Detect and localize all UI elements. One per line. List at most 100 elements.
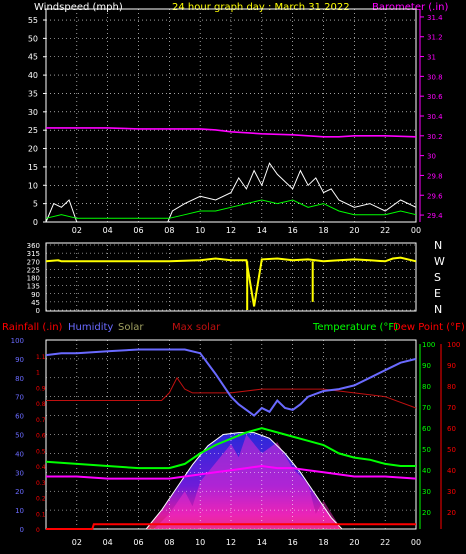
temperature-tick-label: 50 — [422, 446, 431, 454]
solar-measured-area — [153, 434, 339, 529]
rain-tick-label: 0.4 — [36, 464, 46, 471]
wind-tick-label: 50 — [28, 34, 38, 43]
barometer-tick-label: 30.4 — [427, 113, 443, 121]
temperature-tick-label: 30 — [422, 488, 431, 496]
wind-tick-label: 35 — [28, 89, 38, 98]
direction-line — [45, 256, 417, 307]
x-tick-label: 18 — [318, 226, 328, 235]
barometer-line — [46, 127, 417, 138]
wind-x-ticks: 02 04 06 08 10 12 14 16 18 20 22 00 — [72, 226, 421, 235]
legend-dew-point: Dew Point (°F) — [393, 322, 465, 333]
humidity-tick-label: 80 — [15, 375, 24, 383]
x-tick-label: 20 — [349, 538, 359, 547]
x-tick-label: 16 — [288, 538, 298, 547]
wind-tick-label: 25 — [28, 126, 38, 135]
solar-radiation-area — [146, 432, 342, 529]
x-tick-label: 02 — [72, 226, 82, 235]
x-tick-label: 12 — [226, 538, 236, 547]
x-tick-label: 12 — [226, 226, 236, 235]
barometer-axis-ticks: 29.4 29.6 29.8 30 30.2 30.4 30.6 30.8 31 31.2 31.4 — [419, 9, 443, 222]
compass-label: E — [434, 287, 441, 300]
legend-solar: Solar — [118, 322, 144, 333]
barometer-tick-label: 31 — [427, 54, 436, 62]
x-tick-label: 02 — [72, 538, 82, 547]
barometer-label: Barometer (.in) — [372, 2, 448, 13]
dew-tick-label: 20 — [447, 509, 456, 517]
x-tick-label: 04 — [103, 226, 113, 235]
x-tick-label: 20 — [349, 226, 359, 235]
wind-tick-label: 15 — [28, 163, 38, 172]
x-tick-label: 06 — [133, 226, 143, 235]
wind-axis-ticks: 0 5 10 15 20 25 30 35 40 45 50 55 — [28, 16, 46, 227]
compass-label: N — [434, 303, 442, 316]
rain-tick-label: 0.2 — [36, 496, 46, 503]
barometer-tick-label: 30.6 — [427, 93, 443, 101]
dew-tick-label: 40 — [447, 467, 456, 475]
temperature-tick-label: 100 — [422, 341, 435, 349]
barometer-tick-label: 29.8 — [427, 172, 443, 180]
rain-tick-label: 0 — [36, 527, 40, 534]
dew-tick-label: 30 — [447, 488, 456, 496]
direction-panel-frame — [45, 242, 417, 312]
compass-label: W — [434, 255, 445, 268]
humidity-tick-label: 50 — [15, 432, 24, 440]
legend-rainfall: Rainfall (.in) — [2, 322, 63, 333]
dew-tick-label: 50 — [447, 446, 456, 454]
wind-tick-label: 20 — [28, 145, 38, 154]
rain-tick-label: 0.7 — [36, 417, 46, 424]
rainfall-line — [46, 523, 416, 530]
graph-title: 24 hour graph day : March 31 2022 — [172, 2, 350, 13]
wind-tick-label: 45 — [28, 53, 38, 62]
dew-tick-label: 70 — [447, 404, 456, 412]
rain-tick-label: 1 — [36, 370, 40, 377]
direction-series — [45, 256, 417, 310]
barometer-tick-label: 31.4 — [427, 14, 443, 22]
humidity-tick-label: 30 — [15, 469, 24, 477]
barometer-tick-label: 30 — [427, 153, 436, 161]
wind-tick-label: 30 — [28, 108, 38, 117]
temperature-tick-label: 60 — [422, 425, 431, 433]
direction-tick-label: 270 — [27, 258, 40, 266]
x-tick-label: 08 — [164, 538, 174, 547]
x-tick-label: 22 — [380, 538, 390, 547]
x-tick-label: 00 — [411, 538, 421, 547]
humidity-line — [45, 348, 417, 417]
barometer-tick-label: 30.2 — [427, 133, 443, 141]
wind-tick-label: 10 — [28, 181, 38, 190]
barometer-tick-label: 29.4 — [427, 212, 443, 220]
solar-fill — [146, 432, 342, 529]
dew-tick-label: 80 — [447, 383, 456, 391]
humidity-tick-label: 100 — [11, 337, 24, 345]
direction-tick-label: 0 — [36, 307, 40, 315]
barometer-tick-label: 31.2 — [427, 34, 443, 42]
direction-tick-label: 360 — [27, 242, 40, 250]
environment-axis-ticks: 0 10 20 30 40 50 60 70 80 90 100 0 0.1 0.2 0.3 0.4 0.5 0.… — [11, 337, 461, 534]
environment-x-ticks: 02 04 06 08 10 12 14 16 18 20 22 00 — [72, 538, 421, 547]
temperature-line — [45, 427, 416, 470]
rain-tick-label: 0.1 — [36, 511, 46, 518]
x-tick-label: 10 — [195, 538, 205, 547]
wind-average-line — [45, 199, 417, 219]
direction-tick-label: 225 — [27, 266, 40, 274]
dew-tick-label: 90 — [447, 362, 456, 370]
legend-humidity: Humidity — [68, 322, 113, 333]
x-tick-label: 08 — [164, 226, 174, 235]
rain-tick-label: 0.5 — [36, 448, 46, 455]
x-tick-label: 10 — [195, 226, 205, 235]
rain-tick-label: 0.3 — [36, 480, 46, 487]
x-tick-label: 00 — [411, 226, 421, 235]
compass-label: N — [434, 239, 442, 252]
dew-tick-label: 100 — [447, 341, 460, 349]
x-tick-label: 14 — [257, 226, 267, 235]
barometer-tick-label: 30.8 — [427, 73, 443, 81]
x-tick-label: 14 — [257, 538, 267, 547]
x-tick-label: 16 — [288, 226, 298, 235]
dew-tick-label: 60 — [447, 425, 456, 433]
humidity-tick-label: 20 — [15, 488, 24, 496]
direction-tick-label: 315 — [27, 250, 40, 258]
temperature-tick-label: 80 — [422, 383, 431, 391]
